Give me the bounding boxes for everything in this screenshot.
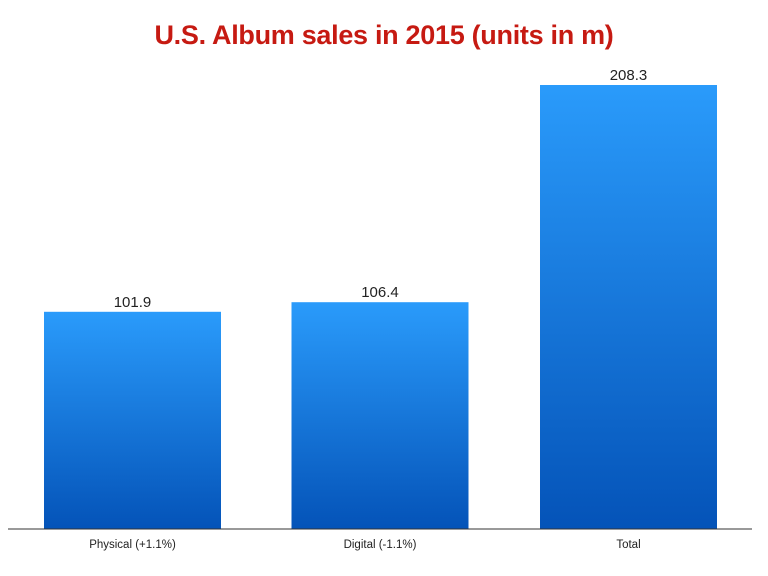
- bars-group: 101.9 Physical (+1.1%) 106.4 Digital (-1.1%…: [44, 67, 717, 551]
- bar-0: [44, 311, 221, 529]
- bar-2: [540, 85, 717, 529]
- bar-value-label-1: 106.4: [361, 284, 399, 301]
- bar-value-label-0: 101.9: [114, 294, 152, 311]
- chart-title: U.S. Album sales in 2015 (units in m): [154, 20, 614, 50]
- category-label-0: Physical (+1.1%): [89, 539, 176, 551]
- category-label-2: Total: [616, 539, 640, 551]
- category-label-1: Digital (-1.1%): [344, 539, 417, 551]
- bar-1: [291, 302, 469, 529]
- bar-value-label-2: 208.3: [610, 67, 648, 84]
